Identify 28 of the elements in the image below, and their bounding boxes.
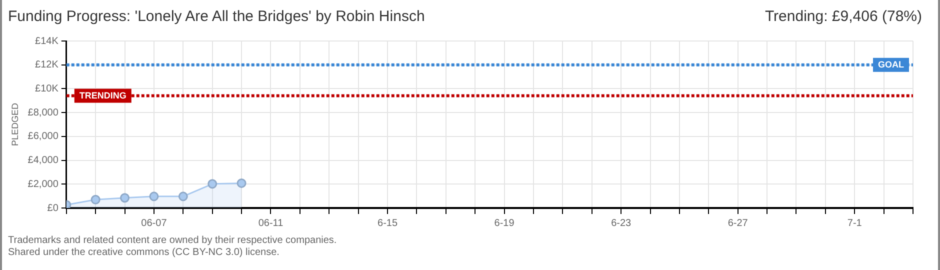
chart-title: Funding Progress: 'Lonely Are All the Bridges' by Robin Hinsch <box>8 8 425 24</box>
y-tick-label: £14K <box>35 36 59 47</box>
point <box>236 178 246 188</box>
ref-line-label: GOAL <box>878 59 904 70</box>
x-tick-label: 6-19 <box>494 218 515 229</box>
x-tick-label: 6-27 <box>728 218 748 229</box>
x-tick-label: 06-07 <box>141 218 168 229</box>
x-tick-label: 06-11 <box>258 218 284 229</box>
y-tick-label: £0 <box>47 202 59 214</box>
point <box>178 192 188 202</box>
y-tick-label: £8,000 <box>28 107 59 118</box>
x-tick-label: 7-1 <box>847 218 862 229</box>
text: Shared under the creative commons (CC BY-NC 3.0) license. <box>8 247 280 259</box>
x-tick-label: 6-15 <box>378 218 398 229</box>
text: Trademarks and related content are owned by their respective companies. <box>8 235 338 247</box>
point <box>90 194 100 204</box>
y-axis-title: PLEDGED <box>10 102 20 146</box>
y-tick-label: £4,000 <box>28 155 59 166</box>
point <box>149 192 159 202</box>
ref-line-label: TRENDING <box>79 90 126 100</box>
y-tick-label: £10K <box>35 83 59 94</box>
y-tick-label: £2,000 <box>28 178 59 190</box>
x-tick-label: 6-23 <box>611 218 632 229</box>
y-tick-label: £12K <box>35 60 59 71</box>
y-tick-label: £6,000 <box>28 131 59 142</box>
point <box>120 193 130 203</box>
point <box>208 179 218 189</box>
chart-subtitle: Trending: £9,406 (78%) <box>764 8 922 24</box>
